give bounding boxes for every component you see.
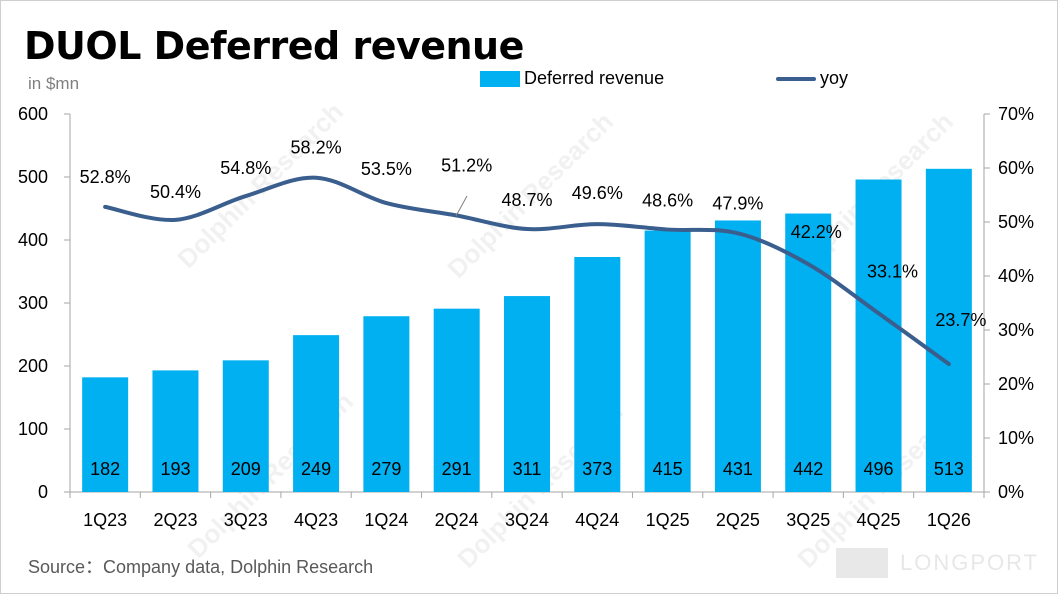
source-note: Source：Company data, Dolphin Research — [28, 557, 374, 577]
bar-data-label: 193 — [160, 459, 190, 479]
x-tick-label: 2Q24 — [435, 510, 479, 530]
x-tick-label: 1Q24 — [364, 510, 408, 530]
left-tick-label: 100 — [18, 419, 48, 439]
legend-item-yoy: yoy — [776, 68, 848, 89]
x-tick-label: 3Q24 — [505, 510, 549, 530]
yoy-data-label: 47.9% — [712, 193, 763, 213]
left-tick-label: 300 — [18, 293, 48, 313]
yoy-data-label: 48.6% — [642, 191, 693, 211]
legend-swatch-bar — [480, 70, 520, 87]
yoy-data-label: 23.7% — [935, 310, 986, 330]
bar-data-label: 291 — [442, 459, 472, 479]
right-tick-label: 0% — [998, 482, 1024, 502]
yoy-data-label: 51.2% — [441, 156, 492, 176]
x-tick-label: 2Q25 — [716, 510, 760, 530]
yoy-line — [103, 175, 951, 367]
yoy-label-leader — [455, 195, 468, 217]
unit-label: in $mn — [28, 74, 80, 93]
longport-logo-text: LONGPORT — [900, 550, 1040, 575]
bar — [504, 296, 550, 492]
right-tick-label: 30% — [998, 320, 1034, 340]
longport-logo: LONGPORT — [836, 548, 1039, 578]
bar — [925, 168, 972, 492]
bar-data-label: 182 — [90, 459, 120, 479]
x-tick-label: 4Q23 — [294, 510, 338, 530]
left-tick-label: 400 — [18, 230, 48, 250]
legend-label-deferred-revenue: Deferred revenue — [524, 68, 665, 88]
bar-data-label: 442 — [793, 459, 823, 479]
bar — [363, 316, 410, 492]
bar-data-label: 279 — [371, 459, 401, 479]
right-tick-label: 60% — [998, 158, 1034, 178]
bar-data-label: 373 — [582, 459, 612, 479]
bar — [433, 308, 480, 492]
left-tick-label: 500 — [18, 167, 48, 187]
x-tick-label: 1Q23 — [83, 510, 127, 530]
bar-data-label: 431 — [723, 459, 753, 479]
yoy-data-label: 53.5% — [361, 159, 412, 179]
yoy-data-label: 49.6% — [572, 183, 623, 203]
legend-item-deferred-revenue: Deferred revenue — [480, 68, 664, 89]
bar — [855, 179, 902, 492]
bar — [574, 257, 621, 492]
bar-data-label: 513 — [934, 459, 964, 479]
yoy-data-label: 58.2% — [291, 138, 342, 158]
left-tick-label: 0 — [38, 482, 48, 502]
bar — [785, 213, 832, 493]
right-tick-label: 10% — [998, 428, 1034, 448]
chart-title: DUOL Deferred revenue — [24, 24, 524, 68]
x-tick-label: 4Q24 — [575, 510, 619, 530]
right-tick-label: 20% — [998, 374, 1034, 394]
left-tick-label: 200 — [18, 356, 48, 376]
bar-data-label: 249 — [301, 459, 331, 479]
bar-data-label: 415 — [653, 459, 683, 479]
bar — [293, 335, 340, 492]
longport-logo-mark — [836, 548, 888, 578]
left-tick-label: 600 — [18, 104, 48, 124]
x-tick-label: 3Q25 — [786, 510, 830, 530]
bar — [644, 230, 691, 493]
yoy-data-label: 50.4% — [150, 182, 201, 202]
x-tick-label: 1Q26 — [927, 510, 971, 530]
x-tick-label: 4Q25 — [857, 510, 901, 530]
right-tick-label: 70% — [998, 104, 1034, 124]
legend-swatch-line — [776, 76, 816, 81]
yoy-data-label: 33.1% — [867, 261, 918, 281]
bar — [714, 220, 761, 492]
right-tick-label: 50% — [998, 212, 1034, 232]
x-tick-label: 1Q25 — [646, 510, 690, 530]
bar — [222, 360, 269, 492]
yoy-data-label: 42.2% — [791, 222, 842, 242]
x-tick-label: 2Q23 — [153, 510, 197, 530]
yoy-data-label: 48.7% — [501, 190, 552, 210]
bar-data-label: 496 — [864, 459, 894, 479]
yoy-data-label: 54.8% — [220, 158, 271, 178]
bar — [152, 370, 199, 492]
bar-data-label: 209 — [231, 459, 261, 479]
x-tick-label: 3Q23 — [224, 510, 268, 530]
bar — [82, 377, 129, 492]
yoy-data-label: 52.8% — [80, 167, 131, 187]
right-tick-label: 40% — [998, 266, 1034, 286]
legend-label-yoy: yoy — [820, 68, 849, 88]
bar-data-label: 311 — [513, 459, 542, 479]
